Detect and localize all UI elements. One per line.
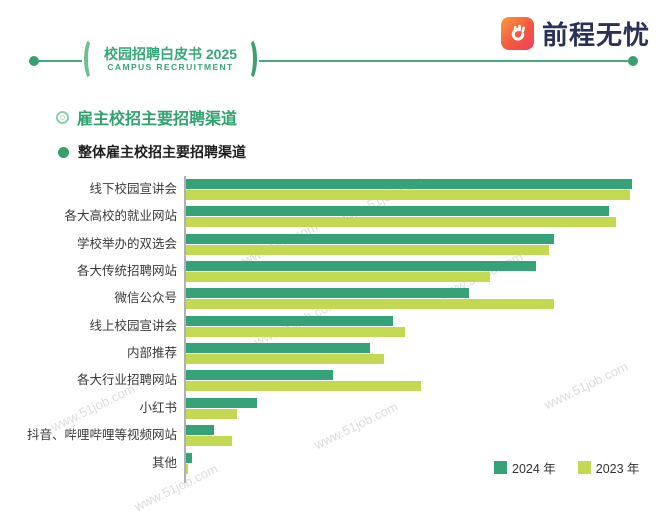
bar-2024 bbox=[186, 288, 469, 299]
bar-2024 bbox=[186, 343, 370, 354]
bar-2024 bbox=[186, 179, 633, 189]
category-label: 学校举办的双选会 bbox=[76, 236, 177, 251]
header-rule-line bbox=[34, 60, 634, 62]
header-dot-right bbox=[628, 56, 638, 66]
category-label: 各大传统招聘网站 bbox=[76, 264, 177, 279]
bar-2023 bbox=[186, 326, 405, 337]
bar-2023 bbox=[186, 436, 232, 447]
legend-label: 2024 年 bbox=[512, 462, 556, 476]
bar-2023 bbox=[186, 190, 630, 200]
logo-text: 前程无忧 bbox=[542, 20, 651, 50]
category-label: 微信公众号 bbox=[114, 291, 177, 306]
bar-2024 bbox=[186, 206, 610, 217]
section-title-row: 雇主校招主要招聘渠道 bbox=[56, 105, 237, 129]
bar-2023 bbox=[186, 463, 189, 474]
watermark: www.51job.com bbox=[311, 398, 401, 453]
51job-logo: 前程无忧 bbox=[501, 15, 650, 52]
chart-title-row: 整体雇主校招主要招聘渠道 bbox=[58, 142, 246, 162]
category-label: 线下校园宣讲会 bbox=[89, 182, 177, 196]
bar-2023 bbox=[186, 408, 237, 419]
bar-2023 bbox=[186, 272, 490, 283]
chart-legend: 2024 年 2023 年 bbox=[494, 458, 640, 477]
category-label: 其他 bbox=[151, 455, 177, 470]
category-label: 线上校园宣讲会 bbox=[89, 318, 177, 333]
section-title: 雇主校招主要招聘渠道 bbox=[77, 111, 238, 128]
bar-2023 bbox=[186, 299, 554, 310]
legend-item: 2023 年 bbox=[577, 458, 640, 477]
bar-2023 bbox=[186, 354, 384, 365]
legend-item: 2024 年 bbox=[494, 458, 556, 477]
bracket-right-icon bbox=[241, 37, 258, 81]
legend-swatch bbox=[577, 461, 591, 474]
bar-2024 bbox=[186, 233, 554, 244]
bar-2024 bbox=[186, 315, 393, 326]
hand-glyph bbox=[511, 24, 525, 41]
legend-label: 2023 年 bbox=[595, 462, 640, 476]
bar-2024 bbox=[186, 261, 536, 272]
chart-y-axis bbox=[184, 176, 186, 483]
bracket-left-icon bbox=[84, 37, 100, 81]
51job-hand-icon bbox=[501, 17, 534, 50]
category-label: 抖音、哔哩哔哩等视频网站 bbox=[26, 428, 177, 443]
report-title: 校园招聘白皮书 2025 bbox=[104, 45, 238, 62]
header-dot-left bbox=[29, 56, 39, 66]
bar-2024 bbox=[186, 425, 214, 436]
bar-2023 bbox=[186, 217, 617, 228]
report-badge: 校园招聘白皮书 2025 CAMPUS RECRUITMENT bbox=[82, 34, 260, 84]
legend-swatch bbox=[494, 461, 507, 474]
ring-bullet-icon bbox=[56, 110, 69, 124]
report-subtitle: CAMPUS RECRUITMENT bbox=[107, 61, 234, 72]
category-label: 各大行业招聘网站 bbox=[76, 373, 177, 388]
chart-title: 整体雇主校招主要招聘渠道 bbox=[78, 144, 246, 160]
category-label: 小红书 bbox=[139, 400, 177, 415]
dot-bullet-icon bbox=[58, 146, 69, 158]
bar-2024 bbox=[186, 397, 258, 408]
bar-2024 bbox=[186, 370, 334, 381]
bar-2024 bbox=[186, 452, 192, 463]
bar-2023 bbox=[186, 244, 550, 255]
bar-2023 bbox=[186, 381, 421, 392]
category-label: 内部推荐 bbox=[126, 346, 177, 361]
watermark: www.51job.com bbox=[541, 358, 631, 413]
category-label: 各大高校的就业网站 bbox=[64, 209, 177, 224]
